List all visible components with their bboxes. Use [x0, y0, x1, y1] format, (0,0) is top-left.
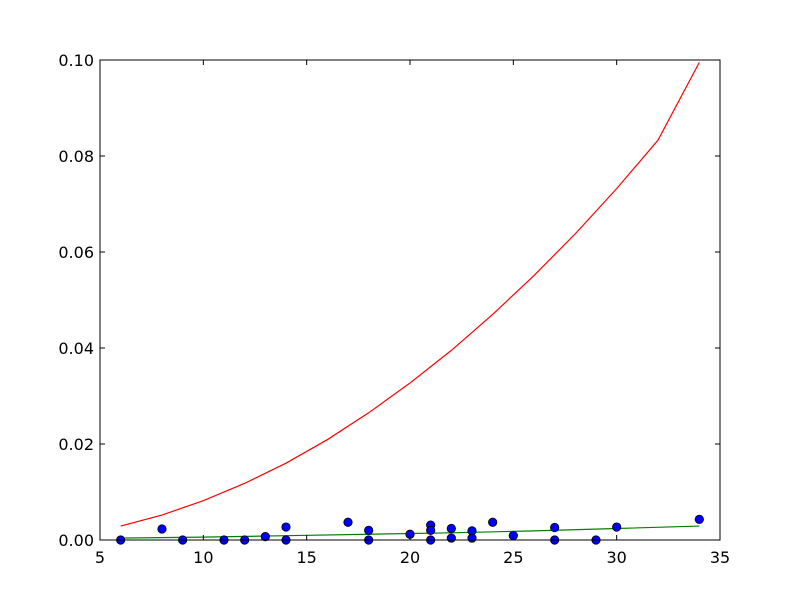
data-point [343, 517, 353, 527]
data-point [488, 517, 498, 527]
y-tick-label: 0.00 [58, 531, 94, 550]
x-tick-label: 35 [710, 548, 730, 567]
x-tick-label: 25 [503, 548, 523, 567]
x-tick-label: 5 [95, 548, 105, 567]
y-tick-label: 0.02 [58, 435, 94, 454]
data-point [426, 525, 436, 536]
data-point [364, 525, 374, 536]
data-point [694, 514, 704, 524]
y-tick-label: 0.04 [58, 339, 94, 358]
x-tick-label: 10 [193, 548, 213, 567]
data-point [446, 533, 456, 543]
data-point [260, 532, 270, 542]
x-tick-label: 20 [400, 548, 420, 567]
data-point [446, 523, 456, 534]
y-tick-label: 0.10 [58, 51, 94, 70]
tick-labels-layer: 5 10 15 20 25 30 35 0.00 0.02 0.04 0.06 0.08 0.10 [58, 51, 730, 567]
series-line-1 [120, 62, 700, 527]
y-tick-label: 0.06 [58, 243, 94, 262]
data-point [612, 522, 622, 532]
data-point [281, 522, 291, 532]
data-point [157, 524, 167, 534]
y-tick-label: 0.08 [58, 147, 94, 166]
data-point [467, 533, 477, 543]
data-point [550, 522, 560, 533]
x-tick-label: 15 [296, 548, 316, 567]
plot-area-background [100, 60, 720, 540]
plot-frame [99, 59, 721, 541]
x-tick-label: 30 [606, 548, 626, 567]
